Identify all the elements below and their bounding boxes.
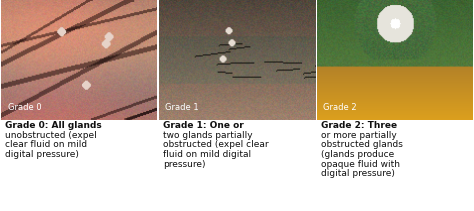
Text: Grade 0: All glands: Grade 0: All glands (5, 121, 101, 130)
Text: digital pressure): digital pressure) (5, 150, 79, 159)
Text: obstructed glands: obstructed glands (321, 140, 402, 149)
Text: digital pressure): digital pressure) (321, 169, 395, 178)
Text: clear fluid on mild: clear fluid on mild (5, 140, 87, 149)
Text: Grade 1: One or: Grade 1: One or (163, 121, 244, 130)
Text: two glands partially: two glands partially (163, 131, 252, 140)
Text: unobstructed (expel: unobstructed (expel (5, 131, 97, 140)
Text: (glands produce: (glands produce (321, 150, 394, 159)
Text: Grade 0: Grade 0 (8, 103, 41, 112)
Text: obstructed (expel clear: obstructed (expel clear (163, 140, 268, 149)
Text: Grade 2: Three: Grade 2: Three (321, 121, 397, 130)
Text: pressure): pressure) (163, 160, 205, 169)
Text: opaque fluid with: opaque fluid with (321, 160, 400, 169)
Text: Grade 1: Grade 1 (165, 103, 199, 112)
Text: fluid on mild digital: fluid on mild digital (163, 150, 251, 159)
Text: or more partially: or more partially (321, 131, 396, 140)
Text: Grade 2: Grade 2 (323, 103, 356, 112)
